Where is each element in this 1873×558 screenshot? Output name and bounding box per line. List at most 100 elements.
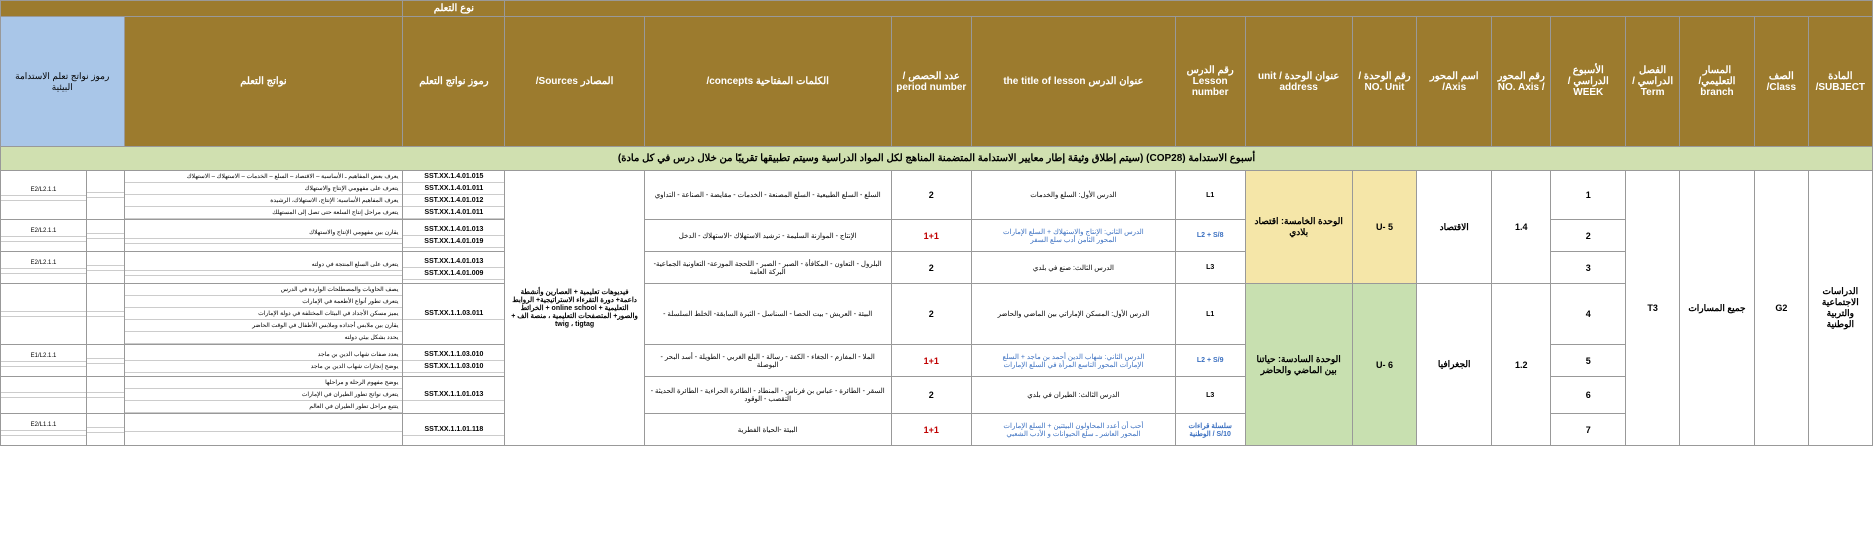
cell-unit-no: U- 6: [1352, 284, 1416, 446]
hdr-axis: اسم المحور Axis/: [1417, 17, 1492, 147]
hdr-lesson-no: رقم الدرس Lesson number: [1175, 17, 1245, 147]
outcome-text: يقارن بين ملابس أجداده وملابس الأطفال في…: [125, 320, 403, 332]
outcome-text: يعرف بعض المفاهيم ـ الأساسية – الاقتصاد …: [125, 171, 403, 183]
cell-env-spacer: [86, 220, 124, 252]
cell-week: 7: [1551, 414, 1626, 446]
table-row: 3L3الدرس الثالث: صنع في بلدي2البلرول - ا…: [1, 252, 1873, 284]
cell-class: G2: [1755, 171, 1809, 446]
hdr-sources: المصادر Sources/: [505, 17, 644, 147]
cell-codes: SST.XX.1.4.01.015SST.XX.1.4.01.011SST.XX…: [403, 171, 505, 220]
cell-outcomes: يصف الحاويات والمصطلحات الواردة في الدرس…: [124, 284, 403, 345]
cell-periods: 2: [891, 171, 971, 220]
cell-outcomes: يوضح مفهوم الرحلة و مراحلهايتعرف نواتج ت…: [124, 377, 403, 414]
cell-concepts: البيئة -الحياة الفطرية: [644, 414, 891, 446]
cell-codes: SST.XX.1.4.01.013SST.XX.1.4.01.019: [403, 220, 505, 252]
cell-codes: SST.XX.1.1.01.013: [403, 377, 505, 414]
outcome-code: SST.XX.1.4.01.009: [403, 267, 504, 279]
outcome-text: يتعرف على مفهومي الإنتاج والاستهلاك: [125, 183, 403, 195]
outcome-text: يتعرف مراحل إنتاج السلعة حتى تصل إلى الم…: [125, 207, 403, 219]
outcome-text: يتعرف على السلع المنتجة في دولته: [125, 259, 403, 271]
hdr-concepts: الكلمات المفتاحية concepts/: [644, 17, 891, 147]
outcome-text: يحدد بشكل بيئي دولته: [125, 332, 403, 344]
cell-env: E2/L1.1.1: [1, 414, 87, 446]
outcome-text: يوضح إنجازات شهاب الدين بن ماجد: [125, 360, 403, 372]
cell-concepts: البيئة - العريش - بيت الحصا - السناسل - …: [644, 284, 891, 345]
cell-axis: الاقتصاد: [1417, 171, 1492, 284]
cell-periods: 2: [891, 377, 971, 414]
outcome-code: SST.XX.1.4.01.013: [403, 256, 504, 268]
cell-periods: 2: [891, 252, 971, 284]
cell-unit-addr: الوحدة السادسة: حياتنا بين الماضي والحاض…: [1245, 284, 1352, 446]
outcome-text: [125, 427, 403, 432]
env-code: E2/L2.1.1: [1, 185, 86, 196]
hdr-periods: عدد الحصص / period number: [891, 17, 971, 147]
outcome-text: يميز مسكن الأجداد في البيئات المختلفة في…: [125, 308, 403, 320]
cell-outcomes: يعرف بعض المفاهيم ـ الأساسية – الاقتصاد …: [124, 171, 403, 220]
cell-axis-no: 1.4: [1492, 171, 1551, 284]
cop28-banner: أسبوع الاستدامة (COP28) (سيتم إطلاق وثيق…: [1, 147, 1873, 171]
cell-env: E2/L2.1.1: [1, 252, 87, 284]
cell-lesson-title: الدرس الثاني: الإنتاج والاستهلاك + السلع…: [972, 220, 1176, 252]
cell-env-spacer: [86, 284, 124, 345]
cell-outcomes: يتعرف على السلع المنتجة في دولته: [124, 252, 403, 284]
cell-outcomes: يعدد صفات شهاب الدين بن ماجديوضح إنجازات…: [124, 345, 403, 377]
cell-periods: 2: [891, 284, 971, 345]
cell-week: 6: [1551, 377, 1626, 414]
cell-lesson-title: الدرس الثاني: شهاب الدين أحمد بن ماجد + …: [972, 345, 1176, 377]
cell-week: 1: [1551, 171, 1626, 220]
hdr-branch: المسار التعليمي/ branch: [1679, 17, 1754, 147]
outcome-code: SST.XX.1.4.01.011: [403, 207, 504, 219]
cell-lesson-no: L1: [1175, 284, 1245, 345]
outcome-text: يقارن بين مفهومي الإنتاج والاستهلاك: [125, 227, 403, 239]
env-code: E1/L2.1.1: [1, 351, 86, 362]
cell-lesson-title: الدرس الأول: السلع والخدمات: [972, 171, 1176, 220]
outcome-text: يتتبع مراحل تطور الطيران في العالم: [125, 401, 403, 413]
table-row: الدراسات الاجتماعية والتربية الوطنيةG2جم…: [1, 171, 1873, 220]
outcome-code: SST.XX.1.1.03.011: [403, 308, 504, 320]
env-code: E2/L2.1.1: [1, 258, 86, 269]
cell-env: E1/L2.1.1: [1, 345, 87, 377]
cell-term: T3: [1626, 171, 1680, 446]
table-row: 5L2 + S/9الدرس الثاني: شهاب الدين أحمد ب…: [1, 345, 1873, 377]
cell-concepts: البلرول - التعاون - المكافأة - الصبر - ا…: [644, 252, 891, 284]
cell-lesson-title: الدرس الثالث: الطيران في بلدي: [972, 377, 1176, 414]
cell-env-spacer: [86, 414, 124, 446]
hdr-outcomes: نواتج التعلم: [124, 17, 403, 147]
cell-env: E2/L2.1.1: [1, 171, 87, 220]
env-code: E2/L1.1.1: [1, 420, 86, 431]
cell-lesson-title: أحب أن أعدد المحاولون البيئتين + السلع ا…: [972, 414, 1176, 446]
cell-env: [1, 284, 87, 345]
cell-lesson-no: L1: [1175, 171, 1245, 220]
env-code: E2/L2.1.1: [1, 226, 86, 237]
outcome-text: يتعرف نواتج تطور الطيران في الإمارات: [125, 389, 403, 401]
outcome-code: SST.XX.1.1.03.010: [403, 349, 504, 361]
cell-concepts: السقر - الطائرة - عباس بن فرناس - المنطا…: [644, 377, 891, 414]
cell-env: E2/L2.1.1: [1, 220, 87, 252]
cell-lesson-no: سلسلة قراءات الوطنية / S/10: [1175, 414, 1245, 446]
cell-branch: جميع المسارات: [1679, 171, 1754, 446]
cell-week: 4: [1551, 284, 1626, 345]
table-row: 6L3الدرس الثالث: الطيران في بلدي2السقر -…: [1, 377, 1873, 414]
hdr-learn-type: نوع التعلم: [403, 1, 505, 17]
outcome-text: يوضح مفهوم الرحلة و مراحلها: [125, 377, 403, 389]
cell-axis-no: 1.2: [1492, 284, 1551, 446]
cell-env: [1, 377, 87, 414]
cell-concepts: الملا - المفازم - الجغاء - الكفة - رسالة…: [644, 345, 891, 377]
cell-week: 5: [1551, 345, 1626, 377]
cell-outcomes: [124, 414, 403, 446]
hdr-outcome-codes: رموز نواتج التعلم: [403, 17, 505, 147]
cell-codes: SST.XX.1.1.03.010SST.XX.1.1.03.010: [403, 345, 505, 377]
hdr-term: الفصل الدراسي / Term: [1626, 17, 1680, 147]
cell-periods: 1+1: [891, 414, 971, 446]
outcome-text: يتعرف تطور أنواع الأطعمة في الإمارات: [125, 296, 403, 308]
cell-codes: SST.XX.1.4.01.013SST.XX.1.4.01.009: [403, 252, 505, 284]
cell-lesson-no: L2 + S/8: [1175, 220, 1245, 252]
outcome-code: SST.XX.1.1.03.010: [403, 360, 504, 372]
outcome-code: SST.XX.1.4.01.019: [403, 235, 504, 247]
outcome-text: يعرف المفاهيم الأساسية: الإنتاج، الاستهل…: [125, 195, 403, 207]
table-row: 41.2الجغرافياU- 6الوحدة السادسة: حياتنا …: [1, 284, 1873, 345]
cell-env-spacer: [86, 171, 124, 220]
table-row: 7 سلسلة قراءات الوطنية / S/10أحب أن أعدد …: [1, 414, 1873, 446]
cell-outcomes: يقارن بين مفهومي الإنتاج والاستهلاك: [124, 220, 403, 252]
outcome-text: [125, 271, 403, 276]
